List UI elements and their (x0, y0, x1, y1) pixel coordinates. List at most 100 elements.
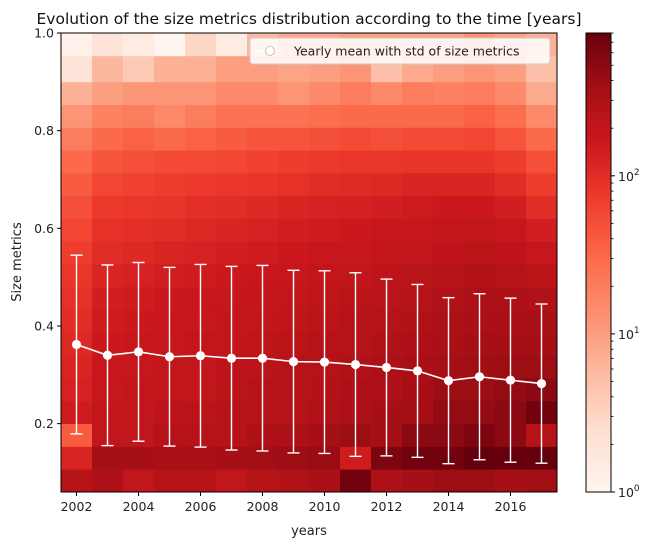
heatmap-cell (216, 218, 248, 242)
heatmap-cell (154, 150, 186, 174)
heatmap-cell (123, 104, 155, 128)
heatmap-cell (433, 81, 465, 106)
heatmap-cell (278, 127, 310, 151)
heatmap-cell (123, 81, 155, 106)
heatmap-cell (92, 195, 124, 219)
heatmap-cell (371, 81, 403, 106)
heatmap-cell (278, 446, 310, 470)
heatmap-cell (278, 218, 310, 242)
heatmap-cell (185, 55, 217, 83)
heatmap-cell (247, 218, 279, 242)
heatmap-cell (185, 469, 217, 493)
heatmap-cell (340, 446, 372, 470)
heatmap-cell (92, 104, 124, 128)
heatmap-cell (340, 104, 372, 128)
x-tick-label: 2012 (371, 499, 403, 514)
heatmap-cell (495, 469, 527, 493)
heatmap-cell (92, 33, 124, 57)
heatmap-cell (154, 55, 186, 83)
legend-marker (265, 46, 275, 56)
heatmap-cell (495, 150, 527, 174)
mean-point (505, 375, 516, 385)
heatmap-cell (433, 218, 465, 242)
heatmap-cell (526, 81, 558, 106)
heatmap-cell (278, 104, 310, 128)
heatmap-cell (185, 446, 217, 470)
heatmap-cell (371, 218, 403, 242)
heatmap-cell (216, 150, 248, 174)
heatmap-cell (340, 469, 372, 493)
mean-point (350, 359, 361, 370)
x-tick-label: 2016 (495, 499, 527, 514)
heatmap-cell (216, 127, 248, 151)
heatmap-cell (371, 195, 403, 219)
heatmap-cell (464, 127, 496, 151)
heatmap-cell (185, 241, 217, 265)
heatmap-cell (185, 81, 217, 106)
heatmap-cell (464, 469, 496, 493)
heatmap-cell (433, 150, 465, 174)
heatmap-cell (247, 104, 279, 128)
heatmap-cell (433, 104, 465, 128)
heatmap-cell (123, 172, 155, 197)
heatmap-cell (495, 104, 527, 128)
heatmap-cell (123, 446, 155, 470)
mean-point (474, 372, 485, 382)
heatmap-cell (278, 172, 310, 197)
heatmap-cell (526, 172, 558, 197)
legend: Yearly mean with std of size metrics (249, 37, 551, 65)
heatmap-cell (123, 150, 155, 174)
heatmap-cell (526, 286, 558, 311)
x-tick-label: 2002 (61, 499, 93, 514)
heatmap-cell (61, 127, 93, 151)
y-tick-label: 1.0 (34, 26, 54, 41)
heatmap-cell (433, 127, 465, 151)
heatmap-cell (92, 55, 124, 83)
heatmap-cell (371, 127, 403, 151)
heatmap-cell (309, 446, 341, 470)
heatmap-cell (402, 104, 434, 128)
heatmap-cell (154, 446, 186, 470)
heatmap-cell (185, 150, 217, 174)
heatmap-cell (495, 195, 527, 219)
heatmap-cell (340, 150, 372, 174)
y-tick-label: 0.4 (34, 318, 54, 333)
heatmap-cell (92, 469, 124, 493)
heatmap-cell (495, 241, 527, 265)
heatmap-cell (185, 33, 217, 57)
heatmap-cell (92, 446, 124, 470)
heatmap-cell (61, 81, 93, 106)
heatmap-cell (92, 150, 124, 174)
mean-point (319, 357, 330, 367)
colorbar-tick-label: 102 (618, 168, 640, 184)
heatmap-cell (526, 264, 558, 288)
heatmap-cell (216, 446, 248, 470)
heatmap-cell (216, 241, 248, 265)
heatmap-cell (402, 150, 434, 174)
heatmap-cell (61, 104, 93, 128)
chart-title: Evolution of the size metrics distributi… (37, 10, 582, 28)
y-tick-label: 0.8 (34, 123, 54, 138)
colorbar-tick-label: 101 (618, 326, 640, 342)
heatmap-cell (61, 55, 93, 83)
heatmap-cell (495, 81, 527, 106)
heatmap-cell (526, 218, 558, 242)
heatmap-cell (402, 195, 434, 219)
heatmap-cell (402, 218, 434, 242)
colorbar: 100 101 102 (585, 32, 640, 500)
heatmap-cell (61, 446, 93, 470)
heatmap-cell (247, 446, 279, 470)
mean-point (381, 362, 392, 373)
heatmap-cell (216, 469, 248, 493)
heatmap-cell (526, 104, 558, 128)
heatmap-cell (495, 127, 527, 151)
heatmap-cell (247, 172, 279, 197)
heatmap-cell (464, 241, 496, 265)
heatmap-cell (123, 55, 155, 83)
heatmap-cell (371, 446, 403, 470)
heatmap-cell (185, 218, 217, 242)
heatmap-cell (371, 469, 403, 493)
x-axis-ticks: 2002 2004 2006 2008 2010 2012 2014 2016 (61, 492, 527, 514)
heatmap-cell (154, 172, 186, 197)
heatmap-cell (216, 104, 248, 128)
